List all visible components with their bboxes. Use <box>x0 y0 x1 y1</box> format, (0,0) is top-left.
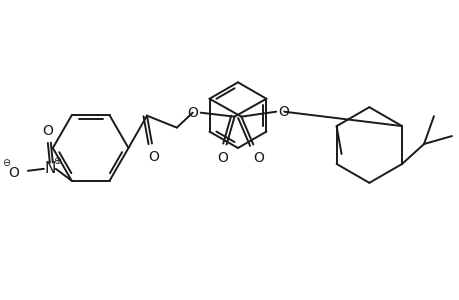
Text: O: O <box>217 152 228 166</box>
Text: O: O <box>42 124 53 138</box>
Text: ⊕: ⊕ <box>53 156 61 166</box>
Text: ⊖: ⊖ <box>2 158 10 168</box>
Text: O: O <box>278 105 289 119</box>
Text: O: O <box>148 151 159 164</box>
Text: O: O <box>9 166 19 180</box>
Text: O: O <box>187 106 198 120</box>
Text: N: N <box>44 161 56 176</box>
Text: O: O <box>252 152 263 166</box>
